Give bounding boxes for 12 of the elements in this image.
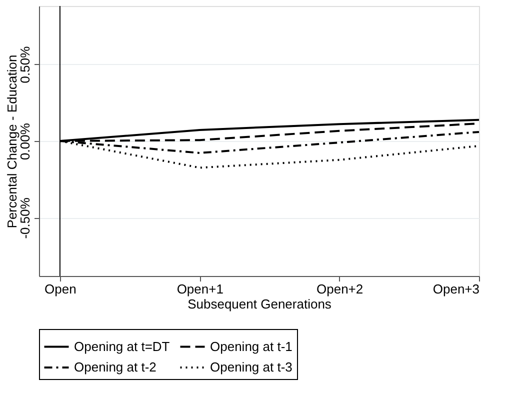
x-tick-label: Open+1 (176, 282, 224, 296)
y-tick-label: -0.50% (18, 197, 32, 239)
legend-label: Opening at t=DT (74, 338, 170, 354)
x-tick-label: Open+3 (432, 282, 480, 296)
y-axis-title: Percental Change - Education (4, 54, 20, 228)
x-tick-label: Open (44, 282, 76, 296)
y-tick-label: 0.50% (18, 46, 32, 84)
legend-label: Opening at t-3 (210, 360, 292, 374)
legend-label: Opening at t-1 (210, 338, 292, 354)
x-axis-title: Subsequent Generations (188, 296, 332, 312)
x-tick-label: Open+2 (316, 282, 364, 296)
legend-label: Opening at t-2 (74, 360, 156, 374)
